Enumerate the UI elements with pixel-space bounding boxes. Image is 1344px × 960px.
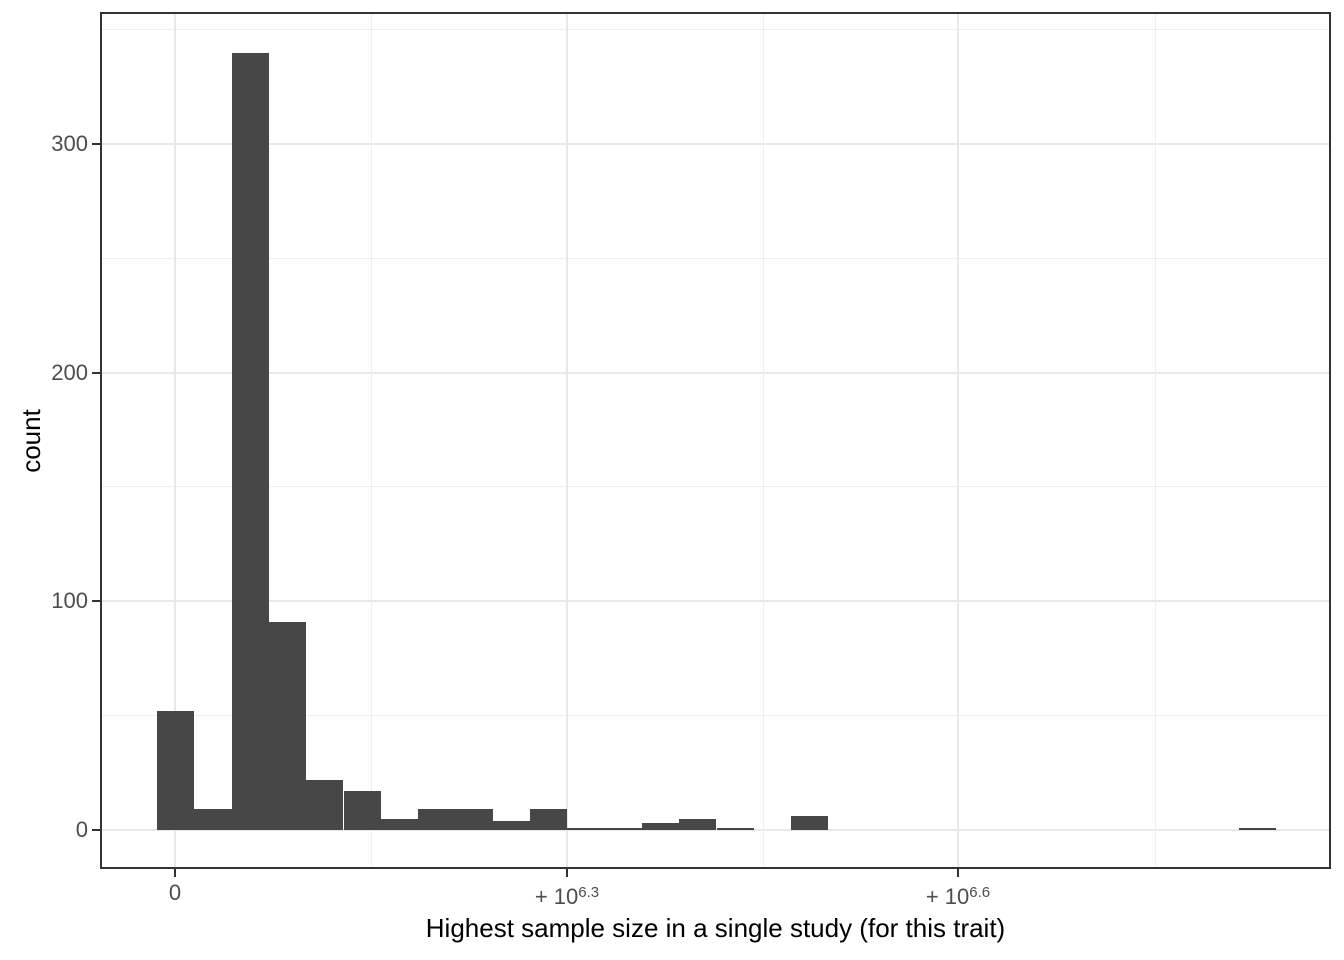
histogram-bar: [194, 809, 232, 830]
x-axis-tick: [174, 869, 176, 877]
plot-panel: [102, 14, 1329, 867]
gridline-y-major: [102, 829, 1329, 831]
histogram-bar: [306, 779, 344, 830]
x-tick-label-base: 0: [168, 880, 182, 905]
x-tick-label-exponent: 6.3: [578, 884, 600, 901]
histogram-bar: [343, 791, 381, 830]
y-axis-tick: [92, 142, 100, 145]
x-tick-label-exponent: 6.6: [969, 884, 991, 901]
gridline-y-minor: [102, 257, 1329, 259]
x-axis-tick: [566, 869, 568, 877]
histogram-bar: [268, 621, 307, 830]
gridline-x-major: [174, 14, 176, 867]
gridline-x-major: [957, 14, 959, 867]
histogram-bar: [567, 827, 605, 830]
y-tick-label: 300: [51, 130, 88, 156]
gridline-x-minor: [762, 14, 764, 867]
gridline-y-minor: [102, 486, 1329, 488]
x-tick-label: + 106.6: [926, 880, 990, 910]
x-tick-label: 0: [169, 880, 181, 906]
y-axis-tick: [92, 829, 100, 831]
histogram-bar: [530, 809, 568, 830]
histogram-bar: [604, 827, 642, 830]
x-axis-tick: [957, 869, 959, 877]
histogram-bar: [716, 827, 754, 830]
x-axis-title: Highest sample size in a single study (f…: [425, 913, 1006, 943]
histogram-bar: [157, 711, 195, 830]
gridline-x-minor: [370, 14, 372, 867]
y-axis-tick: [92, 600, 100, 603]
gridline-y-minor: [102, 715, 1329, 717]
y-axis-title: count: [16, 408, 47, 473]
gridline-x-major: [566, 14, 568, 867]
gridline-x-minor: [1154, 14, 1156, 867]
histogram-bar: [641, 823, 680, 830]
y-axis-title-box: count: [2, 14, 60, 867]
x-tick-label: + 106.3: [535, 880, 599, 910]
histogram-bar: [492, 820, 530, 830]
gridline-y-major: [102, 142, 1329, 145]
histogram-bar: [1238, 827, 1276, 830]
x-tick-label-base: + 10: [925, 884, 970, 909]
gridline-y-minor: [102, 29, 1329, 31]
y-tick-label: 100: [51, 588, 88, 614]
gridline-y-major: [102, 371, 1329, 374]
histogram-bar: [791, 816, 829, 830]
y-tick-label: 0: [75, 817, 88, 842]
histogram-bar: [231, 52, 269, 830]
histogram-bar: [455, 809, 493, 830]
histogram-bar: [679, 818, 717, 830]
gridline-y-major: [102, 600, 1329, 603]
histogram-bar: [380, 818, 419, 830]
y-axis-tick: [92, 371, 100, 374]
x-tick-label-base: + 10: [534, 884, 579, 909]
histogram-bar: [418, 809, 456, 830]
y-tick-label: 200: [51, 359, 88, 385]
